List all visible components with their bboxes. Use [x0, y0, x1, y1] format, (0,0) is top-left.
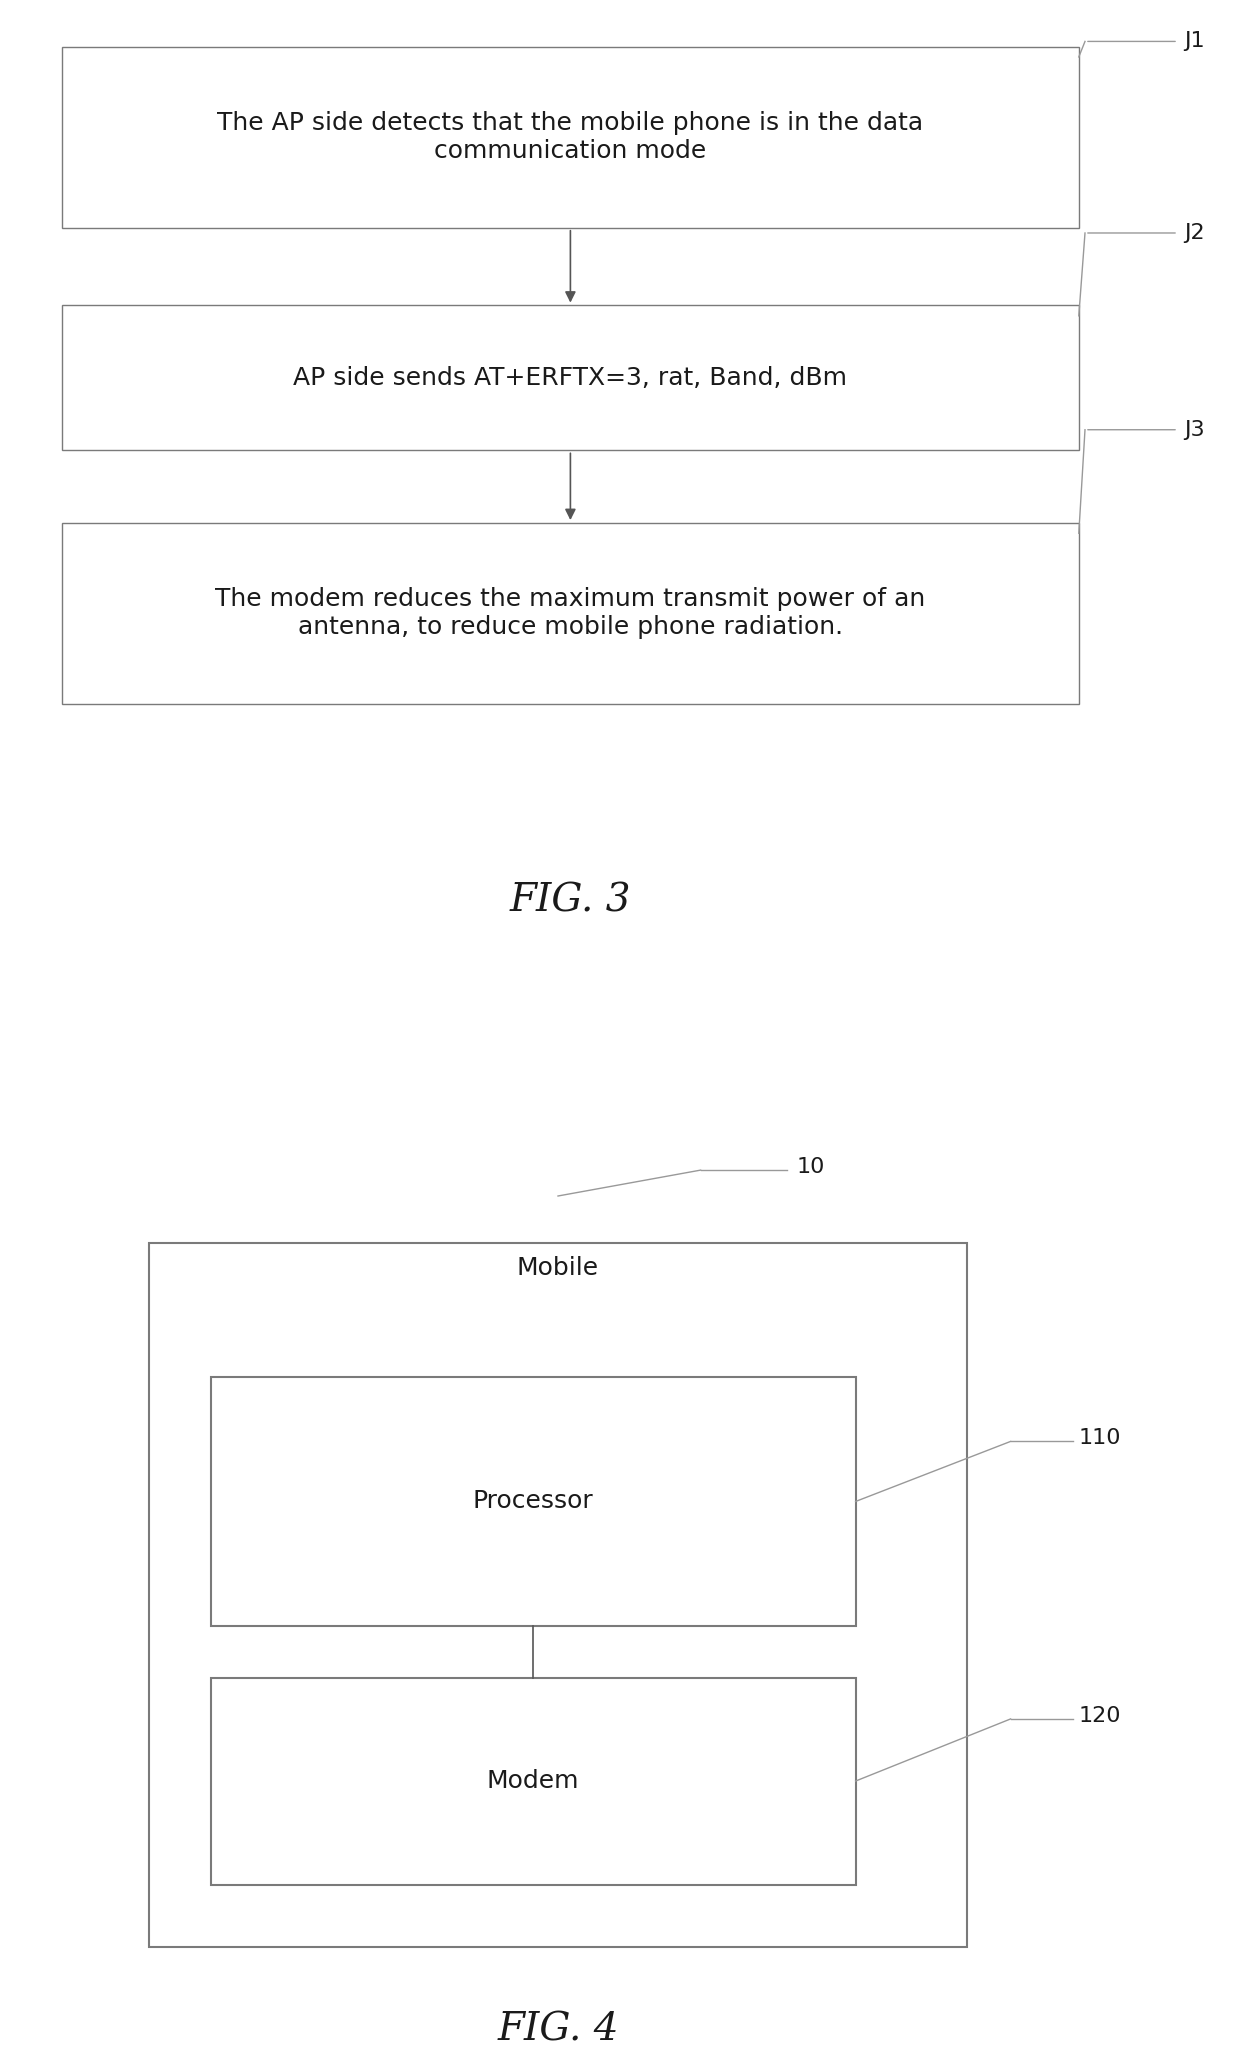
- Text: J1: J1: [1184, 31, 1205, 52]
- Text: The AP side detects that the mobile phone is in the data
communication mode: The AP side detects that the mobile phon…: [217, 110, 924, 164]
- Bar: [149, 1243, 967, 1947]
- Text: 120: 120: [1079, 1707, 1121, 1725]
- Bar: [62, 522, 1079, 704]
- Bar: [62, 46, 1079, 228]
- Bar: [62, 307, 1079, 451]
- Text: J3: J3: [1184, 420, 1205, 439]
- Text: FIG. 3: FIG. 3: [510, 882, 631, 920]
- Text: The modem reduces the maximum transmit power of an
antenna, to reduce mobile pho: The modem reduces the maximum transmit p…: [216, 586, 925, 640]
- Text: 110: 110: [1079, 1429, 1121, 1448]
- Bar: [211, 1377, 856, 1626]
- Text: Modem: Modem: [487, 1769, 579, 1793]
- Text: Mobile: Mobile: [517, 1257, 599, 1280]
- Text: J2: J2: [1184, 224, 1205, 242]
- Text: Processor: Processor: [472, 1489, 594, 1514]
- Bar: [211, 1678, 856, 1885]
- Text: FIG. 4: FIG. 4: [497, 2011, 619, 2048]
- Text: 10: 10: [796, 1158, 825, 1176]
- Text: AP side sends AT+ERFTX=3, rat, Band, dBm: AP side sends AT+ERFTX=3, rat, Band, dBm: [294, 367, 847, 389]
